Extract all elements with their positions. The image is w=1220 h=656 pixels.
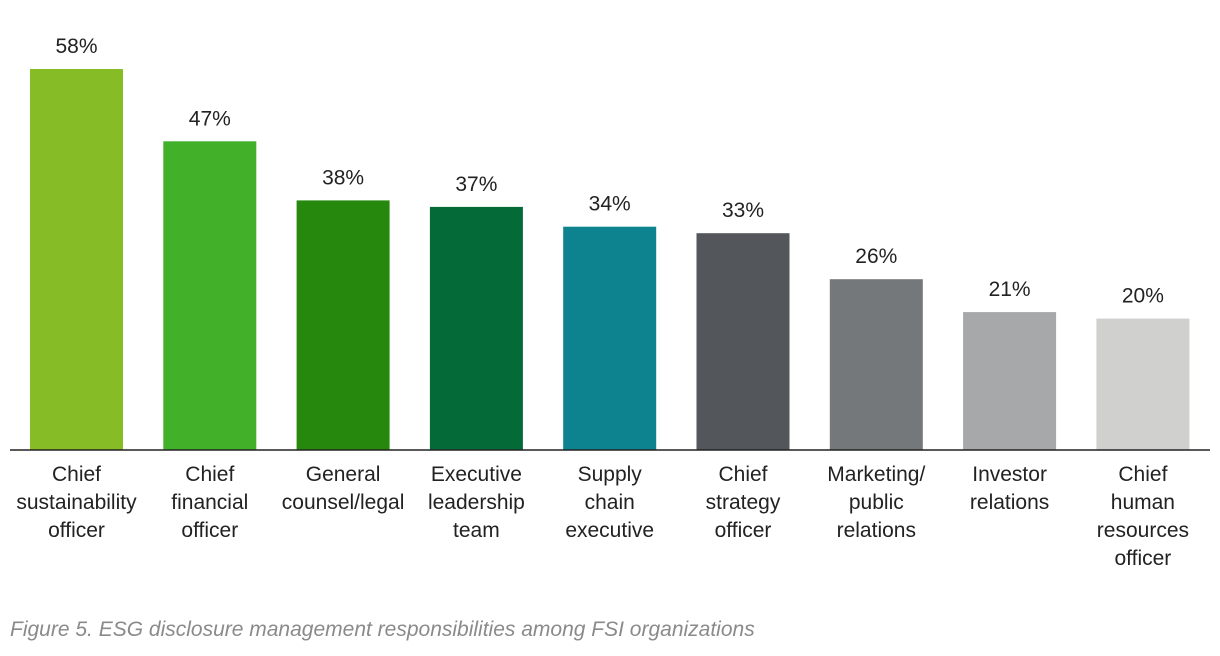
bar-chart: 58% 47% 38% 37% 34% 33% 26% 21% 20% Chief sustain…	[10, 35, 1210, 570]
value-label-1: 58%	[55, 35, 97, 58]
bar-9	[1096, 318, 1190, 450]
category-label-7: Marketing/public relations	[827, 463, 925, 542]
category-label-2: Chief financial officer	[171, 463, 248, 542]
bar-2	[163, 141, 257, 451]
bar-3	[296, 200, 390, 450]
category-label-1: Chief sustainability officer	[16, 463, 137, 542]
bar-4	[429, 206, 523, 450]
value-label-7: 26%	[855, 245, 897, 268]
category-label-3: General counsel/legal	[282, 463, 405, 514]
value-labels-group: 58% 47% 38% 37% 34% 33% 26% 21% 20%	[55, 35, 1163, 308]
bar-6	[696, 233, 790, 450]
value-label-8: 21%	[989, 278, 1031, 301]
bar-5	[563, 226, 657, 450]
category-label-4: Executive leadership team	[428, 463, 525, 542]
value-label-4: 37%	[455, 173, 497, 196]
bar-7	[829, 279, 923, 450]
value-label-3: 38%	[322, 166, 364, 189]
category-label-6: Chief strategy officer	[706, 463, 781, 542]
bar-1	[30, 69, 123, 450]
figure-caption: Figure 5. ESG disclosure management resp…	[10, 618, 755, 641]
category-label-8: Investor relations	[970, 463, 1049, 514]
value-label-9: 20%	[1122, 285, 1164, 308]
category-label-9: Chief human resources officer	[1097, 463, 1189, 570]
bars-group	[30, 69, 1190, 451]
value-label-5: 34%	[589, 193, 631, 216]
category-labels-group: Chief sustainability officer Chief financial…	[16, 463, 1189, 570]
bar-8	[963, 312, 1057, 450]
value-label-2: 47%	[189, 107, 231, 130]
value-label-6: 33%	[722, 199, 764, 222]
category-label-5: Supply chain executive	[565, 463, 654, 542]
